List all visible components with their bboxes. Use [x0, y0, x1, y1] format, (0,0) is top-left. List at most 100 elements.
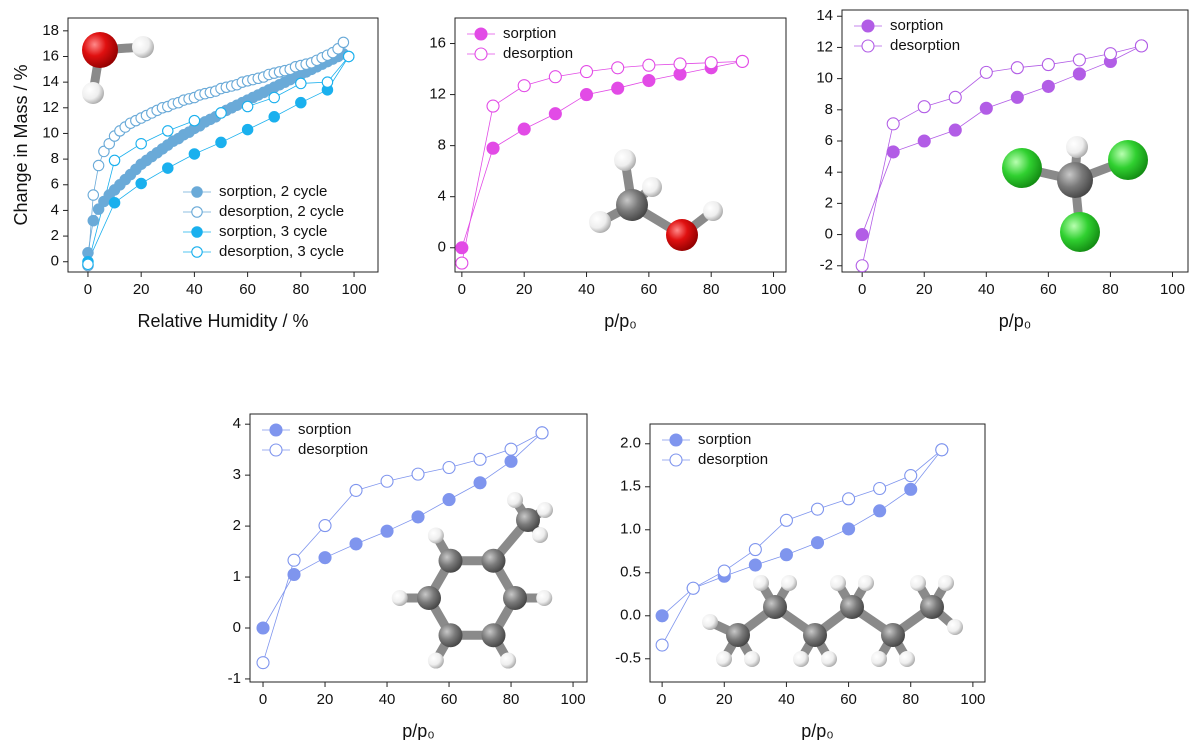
legend-marker [192, 207, 202, 217]
x-tick-label: 20 [916, 281, 933, 298]
x-tick-label: 80 [703, 281, 720, 298]
x-tick-label: 40 [778, 691, 795, 708]
y-tick-label: 4 [825, 163, 833, 180]
x-tick-label: 60 [239, 281, 256, 298]
atom [830, 575, 846, 591]
y-tick-label: 10 [42, 124, 59, 141]
data-point [874, 483, 886, 495]
y-tick-label: 8 [438, 137, 446, 154]
atom [920, 595, 944, 619]
atom [744, 651, 760, 667]
data-point [856, 260, 868, 272]
x-tick-label: 20 [317, 691, 334, 708]
atom [82, 32, 118, 68]
atom [763, 595, 787, 619]
atom [726, 623, 750, 647]
y-tick-label: 16 [42, 47, 59, 64]
y-tick-label: 14 [816, 7, 833, 24]
atom [392, 590, 408, 606]
y-tick-label: 12 [42, 99, 59, 116]
atom [781, 575, 797, 591]
data-point [674, 58, 686, 70]
atom [840, 595, 864, 619]
legend-label: desorption [298, 441, 368, 458]
data-point [189, 149, 199, 159]
atom [821, 651, 837, 667]
data-point [216, 108, 226, 118]
atom [803, 623, 827, 647]
data-point [296, 97, 306, 107]
y-tick-label: 0 [51, 253, 59, 270]
data-point [1073, 68, 1085, 80]
data-point [381, 475, 393, 487]
legend-marker [192, 247, 202, 257]
atom [439, 549, 463, 573]
y-tick-label: -1 [228, 670, 241, 687]
atom [753, 575, 769, 591]
y-axis-title: Change in Mass / % [11, 64, 31, 225]
data-point [505, 443, 517, 455]
x-tick-label: 60 [441, 691, 458, 708]
y-tick-label: 2 [233, 517, 241, 534]
atom [482, 549, 506, 573]
y-tick-label: 4 [51, 201, 59, 218]
data-point [980, 102, 992, 114]
x-tick-label: 80 [292, 281, 309, 298]
atom [428, 653, 444, 669]
data-point [887, 118, 899, 130]
data-point [412, 468, 424, 480]
data-point [350, 538, 362, 550]
x-tick-label: 100 [1160, 281, 1185, 298]
data-point [949, 91, 961, 103]
legend-marker [670, 434, 682, 446]
atom [642, 177, 662, 197]
x-tick-label: 40 [978, 281, 995, 298]
series-line [662, 450, 942, 616]
y-tick-label: 4 [233, 415, 241, 432]
data-point [918, 135, 930, 147]
data-point [1104, 48, 1116, 60]
data-point [612, 62, 624, 74]
atom [428, 527, 444, 543]
data-point [656, 610, 668, 622]
data-point [874, 505, 886, 517]
data-point [687, 582, 699, 594]
data-point [83, 259, 93, 269]
y-tick-label: 1.0 [620, 521, 641, 538]
data-point [1135, 40, 1147, 52]
data-point [412, 511, 424, 523]
page: {"chart_data": [ {"type": "line", "x_lab… [0, 0, 1194, 740]
data-point [856, 229, 868, 241]
y-tick-label: 6 [825, 132, 833, 149]
y-tick-label: 0 [438, 239, 446, 256]
x-tick-label: 80 [902, 691, 919, 708]
atom [132, 36, 154, 58]
atom [858, 575, 874, 591]
legend-marker [475, 28, 487, 40]
y-tick-label: 6 [51, 176, 59, 193]
y-tick-label: 0 [825, 226, 833, 243]
y-tick-label: 4 [438, 188, 446, 205]
y-tick-label: 2 [825, 194, 833, 211]
data-point [474, 477, 486, 489]
x-tick-label: 40 [379, 691, 396, 708]
data-point [918, 101, 930, 113]
atom [899, 651, 915, 667]
data-point [705, 57, 717, 69]
data-point [456, 242, 468, 254]
x-tick-label: 0 [458, 281, 466, 298]
data-point [338, 37, 348, 47]
legend-label: desorption [503, 45, 573, 62]
legend-label: desorption [698, 451, 768, 468]
data-point [656, 639, 668, 651]
atom [702, 614, 718, 630]
y-tick-label: -2 [820, 257, 833, 274]
data-point [949, 124, 961, 136]
y-tick-label: 8 [51, 150, 59, 167]
data-point [257, 622, 269, 634]
data-point [242, 101, 252, 111]
legend-label: desorption, 2 cycle [219, 203, 344, 220]
atom [500, 653, 516, 669]
data-point [242, 124, 252, 134]
data-point [296, 78, 306, 88]
